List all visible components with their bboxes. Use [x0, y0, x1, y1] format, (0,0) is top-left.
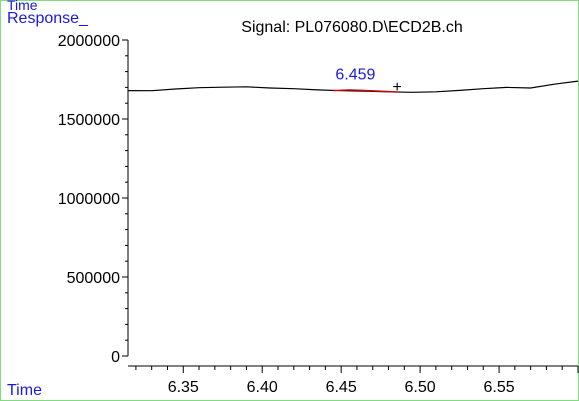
x-tick-label: 6.35: [168, 379, 199, 396]
chart-title: Signal: PL076080.D\ECD2B.ch: [241, 19, 462, 36]
x-tick-label: 6.50: [405, 379, 436, 396]
tick-labels: 0 500000 1000000 1500000 2000000 6.35 6.40 6.45…: [58, 33, 515, 396]
y-tick-label: 500000: [67, 270, 120, 287]
x-tick-label: 6.55: [483, 379, 514, 396]
y-tick-label: 1500000: [58, 112, 120, 129]
tick-marks: [122, 39, 579, 373]
x-tick-label: 6.40: [247, 379, 278, 396]
series-lines: [127, 80, 579, 93]
y-axis-label: Response_: [7, 10, 89, 27]
y-tick-label: 2000000: [58, 33, 120, 50]
y-tick-label: 1000000: [58, 191, 120, 208]
signal-trace: [127, 80, 579, 93]
x-axis-label: Time: [7, 382, 42, 399]
axes: [127, 40, 578, 367]
peak-trace: [333, 89, 397, 93]
y-tick-label: 0: [111, 349, 120, 366]
peak-marker: +: [393, 79, 402, 96]
top-corner-label: Time: [7, 0, 38, 13]
x-tick-label: 6.45: [326, 379, 357, 396]
peak-label: 6.459: [335, 66, 375, 83]
